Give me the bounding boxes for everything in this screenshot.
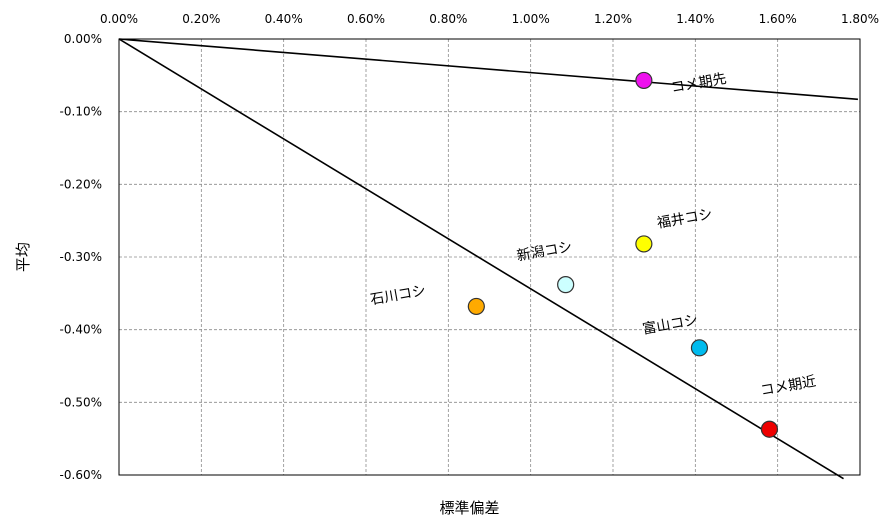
y-axis-title: 平均 [14, 242, 32, 272]
x-tick-label: 0.20% [182, 12, 220, 26]
trend-lines [118, 38, 859, 480]
y-tick-label: -0.50% [60, 395, 102, 409]
data-point-label: 石川コシ [369, 283, 427, 308]
x-tick-label: 0.60% [347, 12, 385, 26]
x-tick-label: 1.60% [759, 12, 797, 26]
y-tick-label: -0.60% [60, 468, 102, 482]
x-tick-label: 1.00% [512, 12, 550, 26]
data-point-label: 福井コシ [656, 206, 714, 231]
x-tick-label: 0.40% [265, 12, 303, 26]
trend-line [118, 38, 859, 101]
y-axis-ticks: 0.00% -0.10% -0.20% -0.30% -0.40% -0.50% -0.60… [60, 32, 102, 482]
data-point [557, 276, 575, 294]
x-tick-label: 1.20% [594, 12, 632, 26]
y-tick-label: -0.20% [60, 177, 102, 191]
x-tick-label: 1.40% [676, 12, 714, 26]
y-tick-label: 0.00% [64, 32, 102, 46]
data-point-label: 富山コシ [641, 311, 699, 337]
trend-line [118, 38, 844, 480]
y-tick-label: -0.10% [60, 105, 102, 119]
x-tick-label: 0.00% [100, 12, 138, 26]
data-point [760, 420, 779, 438]
y-tick-label: -0.30% [60, 250, 102, 264]
data-point [635, 71, 653, 90]
data-point [690, 339, 709, 357]
data-points [467, 71, 779, 438]
x-tick-label: 1.80% [841, 12, 879, 26]
data-point-label: コメ期近 [759, 374, 817, 399]
x-tick-label: 0.80% [429, 12, 467, 26]
y-tick-label: -0.40% [60, 323, 102, 337]
data-point-label: 新潟コシ [516, 239, 574, 264]
data-point [635, 235, 653, 253]
grid-lines [119, 39, 860, 475]
data-point-label: コメ期先 [670, 71, 728, 96]
plot-area-frame [118, 38, 861, 476]
x-axis-ticks: 0.00% 0.20% 0.40% 0.60% 0.80% 1.00% 1.20% 1.40%… [100, 12, 879, 26]
x-axis-title: 標準偏差 [439, 499, 499, 517]
data-point [467, 297, 485, 316]
